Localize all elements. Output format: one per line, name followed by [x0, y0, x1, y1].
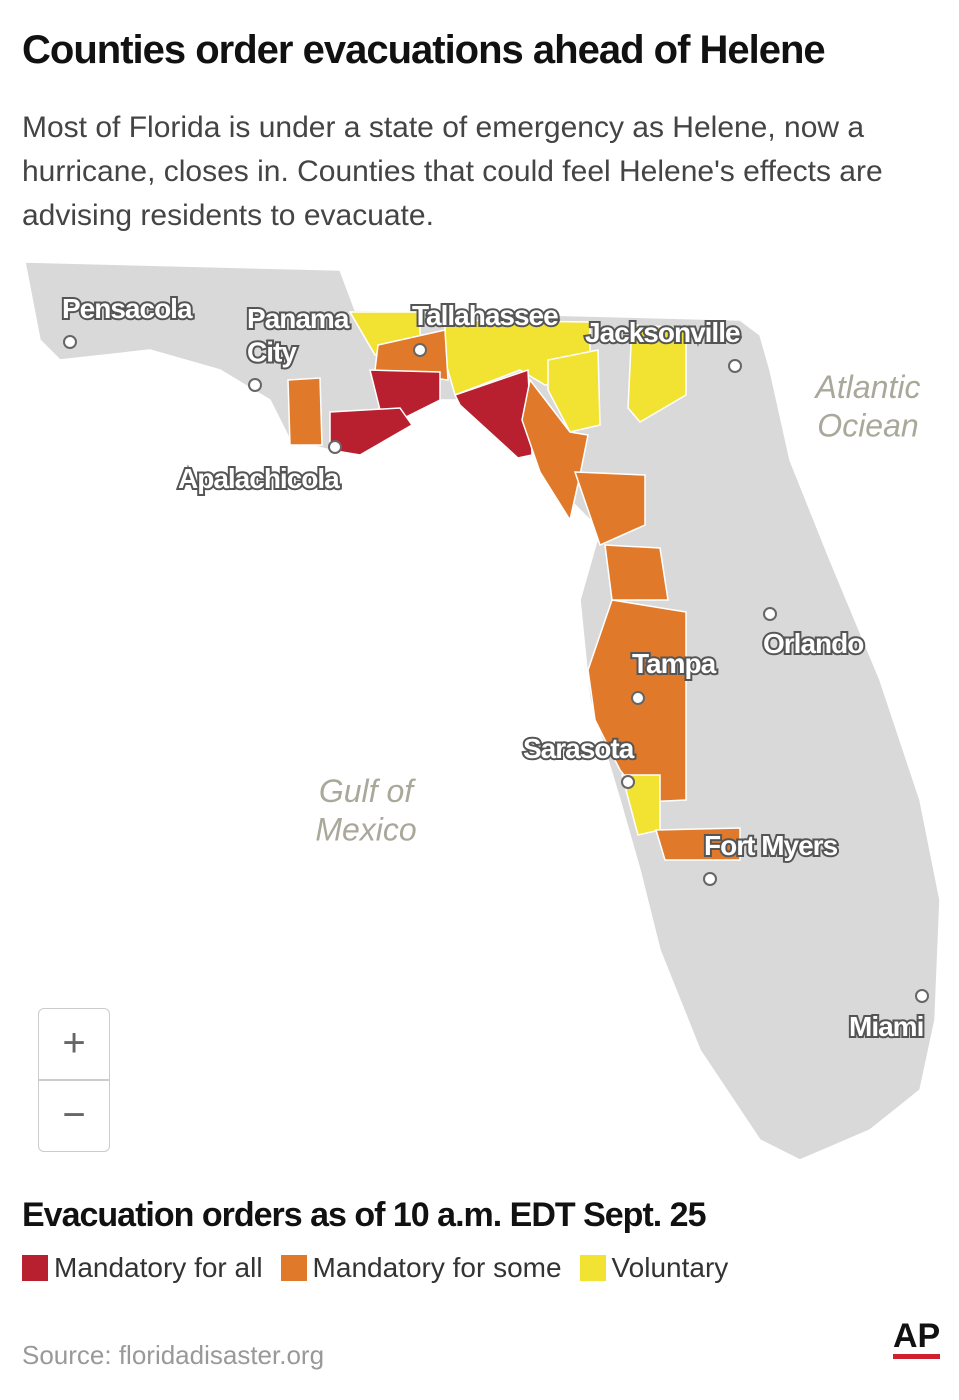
- city-dot: [248, 378, 262, 392]
- city-label: Miami: [849, 1011, 923, 1042]
- city-label: Fort Myers: [704, 830, 838, 861]
- water-label: Gulf of Mexico: [315, 773, 416, 847]
- water-label: Atlantic Ociean: [814, 369, 921, 443]
- county: [547, 349, 601, 433]
- city-dot: [703, 872, 717, 886]
- legend-item: Mandatory for some: [280, 1252, 562, 1284]
- city-label: Sarasota: [523, 733, 635, 764]
- county: [521, 378, 589, 522]
- counties: [287, 311, 741, 861]
- county: [453, 368, 533, 459]
- city-label: Orlando: [763, 628, 864, 659]
- legend-label: Mandatory for some: [312, 1252, 562, 1283]
- county: [573, 471, 646, 547]
- legend-swatch: [579, 1255, 606, 1281]
- county: [369, 369, 441, 421]
- county: [604, 544, 669, 601]
- zoom-out[interactable]: −: [38, 1080, 110, 1152]
- city-dot: [915, 989, 929, 1003]
- city-dot: [763, 607, 777, 621]
- city-label: Apalachicola: [178, 463, 340, 494]
- legend: Mandatory for all Mandatory for some Volun…: [22, 1252, 728, 1284]
- legend-label: Voluntary: [611, 1252, 729, 1283]
- city-label: Jacksonville: [585, 317, 740, 348]
- subtitle: Most of Florida is under a state of emer…: [22, 111, 883, 232]
- legend-item: Mandatory for all: [22, 1252, 263, 1284]
- city-label: Tallahassee: [412, 300, 558, 331]
- legend-item: Voluntary: [579, 1252, 729, 1284]
- city-dot: [728, 359, 742, 373]
- zoom-in[interactable]: +: [38, 1008, 110, 1080]
- county: [287, 377, 323, 446]
- map: Pensacola Panama City Tallahassee Jacksonvil…: [24, 261, 941, 1161]
- city-dot: [413, 343, 427, 357]
- legend-title: Evacuation orders as of 10 a.m. EDT Sept…: [22, 1196, 706, 1234]
- source: Source: floridadisaster.org: [22, 1340, 325, 1370]
- county: [329, 407, 414, 456]
- city-label: Tampa: [632, 648, 717, 679]
- city-label: Panama City: [247, 303, 350, 368]
- city-dot: [328, 440, 342, 454]
- county: [374, 329, 449, 381]
- county: [627, 324, 687, 423]
- title: Counties order evacuations ahead of Hele…: [22, 28, 826, 72]
- legend-swatch: [22, 1255, 48, 1281]
- city-dot: [621, 775, 635, 789]
- city-dot: [63, 335, 77, 349]
- city-dot: [631, 691, 645, 705]
- legend-swatch: [280, 1255, 307, 1281]
- cities: Pensacola Panama City Tallahassee Jacksonvil…: [60, 291, 929, 1044]
- city-label: Pensacola: [62, 293, 193, 324]
- logo: AP: [893, 1318, 941, 1359]
- legend-label: Mandatory for all: [54, 1252, 263, 1283]
- florida: [24, 261, 941, 1161]
- county: [654, 827, 741, 861]
